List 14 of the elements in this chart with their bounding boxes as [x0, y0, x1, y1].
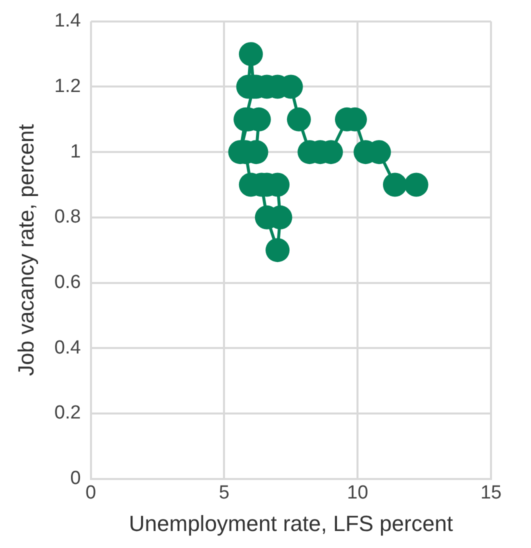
x-tick-label: 10	[347, 482, 368, 504]
y-tick-label: 1	[70, 141, 81, 162]
y-tick-label: 0.6	[54, 272, 81, 294]
y-tick-label: 0.4	[54, 337, 82, 358]
x-axis-title: Unemployment rate, LFS percent	[128, 510, 453, 536]
y-tick-label: 0	[70, 468, 81, 490]
y-tick-label: 1.4	[54, 10, 82, 32]
x-tick-label: 5	[218, 482, 230, 504]
y-tick-label: 0.2	[54, 402, 81, 424]
x-tick-label: 0	[86, 482, 96, 504]
y-tick-label: 1.2	[54, 76, 81, 97]
y-tick-label: 0.8	[54, 206, 81, 228]
x-tick-label: 15	[480, 482, 502, 504]
y-axis-title: Job vacancy rate, percent	[13, 124, 38, 376]
